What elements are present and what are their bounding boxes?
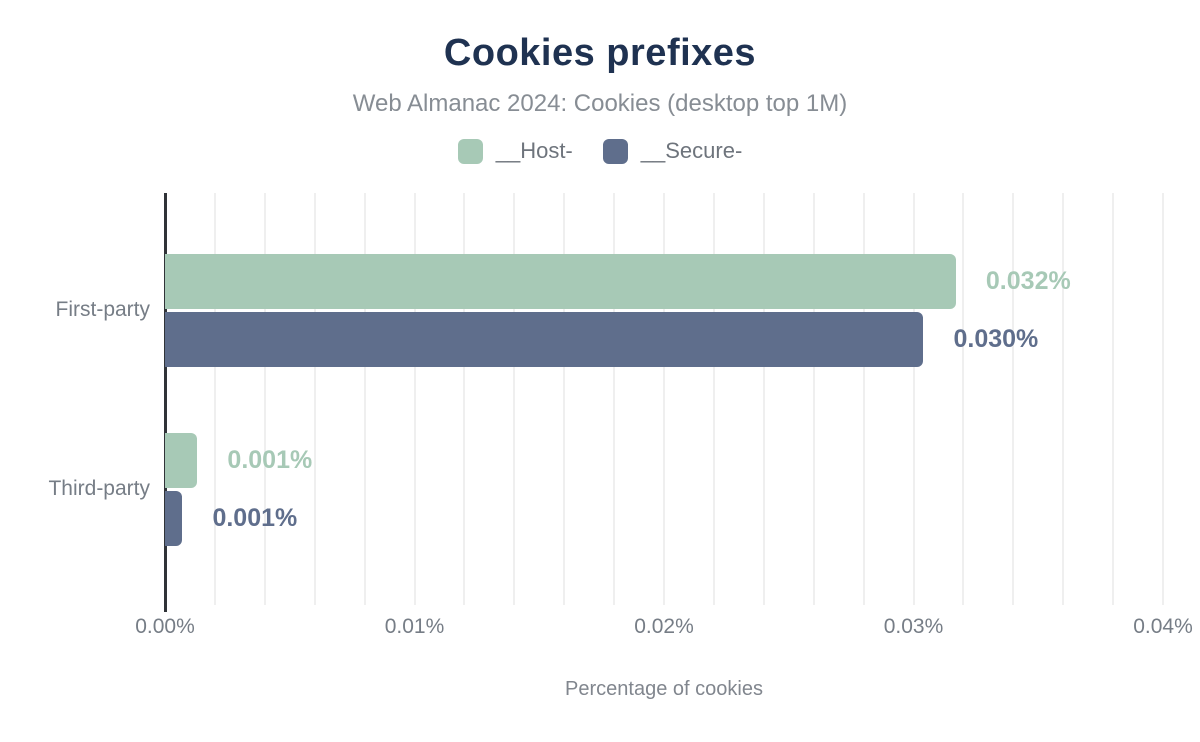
- gridline: [762, 193, 765, 605]
- gridline: [1062, 193, 1065, 605]
- gridline: [663, 193, 665, 605]
- gridline: [563, 193, 566, 605]
- legend-label: __Secure-: [640, 138, 743, 163]
- gridline: [1012, 193, 1015, 605]
- x-axis-title: Percentage of cookies: [565, 678, 763, 700]
- gridline: [962, 193, 965, 605]
- gridline: [213, 193, 216, 605]
- bar-host-first-party: [165, 254, 956, 309]
- gridline: [812, 193, 815, 605]
- x-tick-label: 0.01%: [384, 615, 445, 638]
- plot-area: 0.032% 0.030% 0.001% 0.001%: [164, 193, 1175, 612]
- legend-item-host: __Host-: [457, 138, 573, 164]
- bar-secure-first-party: [165, 312, 924, 367]
- gridline: [712, 193, 715, 605]
- gridline: [463, 193, 466, 605]
- legend-swatch: [602, 138, 628, 164]
- y-axis-line: [164, 193, 167, 612]
- gridline: [513, 193, 516, 605]
- gridline: [1112, 193, 1115, 605]
- gridline: [613, 193, 616, 605]
- bar-host-third-party: [165, 433, 198, 488]
- legend-swatch: [457, 138, 483, 164]
- chart-subtitle: Web Almanac 2024: Cookies (desktop top 1…: [352, 90, 848, 117]
- bar-secure-third-party: [165, 491, 183, 546]
- category-label-first-party: First-party: [55, 297, 151, 321]
- chart-title: Cookies prefixes: [443, 32, 757, 74]
- gridline: [313, 193, 316, 605]
- legend-label: __Host-: [495, 138, 573, 163]
- gridline: [413, 193, 416, 605]
- x-tick-label: 0.04%: [1133, 615, 1193, 638]
- gridline: [263, 193, 266, 605]
- chart-header: Cookies prefixes Web Almanac 2024: Cooki…: [0, 0, 1200, 164]
- bar-value-label: 0.001%: [227, 446, 313, 474]
- x-tick-label: 0.00%: [135, 615, 195, 638]
- bar-value-label: 0.001%: [212, 504, 298, 532]
- gridline: [912, 193, 915, 605]
- x-tick-label: 0.02%: [634, 615, 694, 638]
- x-tick-label: 0.03%: [883, 615, 944, 638]
- gridline: [862, 193, 865, 605]
- legend: __Host- __Secure-: [0, 138, 1200, 164]
- gridline: [363, 193, 366, 605]
- bar-value-label: 0.030%: [953, 325, 1039, 353]
- gridline: [1162, 193, 1164, 605]
- bar-value-label: 0.032%: [985, 267, 1071, 295]
- legend-item-secure: __Secure-: [602, 138, 743, 164]
- category-label-third-party: Third-party: [48, 476, 150, 500]
